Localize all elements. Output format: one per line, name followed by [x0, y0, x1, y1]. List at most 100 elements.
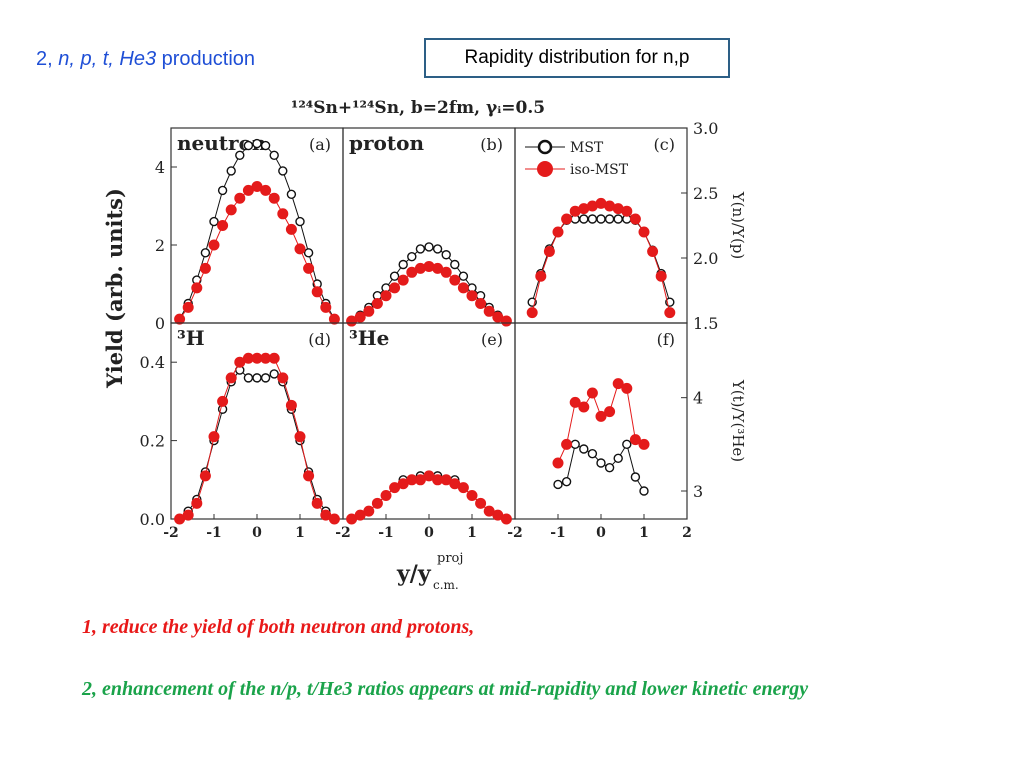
panel-f-xtick-label: -1 — [550, 525, 566, 541]
panel-b-name: proton — [349, 131, 424, 155]
panel-f-xtick-label: 0 — [596, 525, 606, 541]
panel-b-point-iso-mst — [475, 298, 487, 309]
panel-c-point-iso-mst — [647, 246, 659, 257]
panel-b-point-mst — [432, 244, 443, 254]
panel-f-point-iso-mst — [612, 378, 624, 390]
panel-f-point-iso-mst — [586, 387, 598, 399]
panel-f-point-mst — [596, 458, 606, 468]
panel-c-point-iso-mst — [655, 270, 667, 282]
panel-c-point-iso-mst — [526, 307, 538, 319]
slide-title: 2, n, p, t, He3 production — [36, 48, 255, 71]
panel-a-point-iso-mst — [294, 243, 306, 255]
panel-b-point-iso-mst — [440, 266, 452, 278]
panel-e-series-line — [351, 475, 507, 520]
panel-b-point-iso-mst — [500, 315, 512, 327]
panel-c-point-mst — [587, 214, 598, 224]
panel-a-point-mst — [269, 150, 279, 161]
panel-a-point-mst — [303, 248, 314, 258]
panel-e-label: (e) — [481, 330, 503, 349]
panel-d-ytick-label: 0.0 — [140, 510, 165, 529]
title-part-2: production — [156, 48, 256, 70]
panel-f-point-mst — [553, 479, 563, 490]
panel-c-point-iso-mst — [543, 246, 555, 257]
panel-f-point-mst — [579, 444, 589, 454]
panel-d-ytick-label: 0.2 — [140, 432, 165, 451]
legend-marker-mst — [537, 139, 553, 155]
panel-f-ytick-label: 4 — [693, 389, 703, 408]
panel-d-point-iso-mst — [191, 497, 203, 509]
panel-f-xtick-label: 2 — [682, 525, 692, 541]
panel-a-point-iso-mst — [225, 204, 237, 216]
panel-b-point-iso-mst — [483, 305, 495, 317]
panel-f-point-iso-mst — [638, 438, 650, 450]
panel-a-point-iso-mst — [217, 220, 229, 231]
panel-d-label: (d) — [308, 330, 331, 349]
panel-f-point-iso-mst — [578, 401, 590, 413]
panel-f-point-iso-mst — [595, 410, 607, 422]
rapidity-figure: ¹²⁴Sn+¹²⁴Sn, b=2fm, γᵢ=0.5(a)neutron024(… — [102, 98, 747, 592]
panel-f-label: (f) — [657, 330, 675, 349]
panel-f-point-mst — [639, 486, 649, 496]
panel-d-xtick-label: -1 — [206, 525, 222, 541]
panel-b-point-iso-mst — [457, 282, 469, 294]
panel-f-point-iso-mst — [604, 406, 616, 418]
panel-d-point-mst — [269, 369, 279, 379]
panel-c-ylabel: Y(n)/Y(p) — [729, 191, 747, 260]
panel-a-series-line — [179, 143, 335, 320]
panel-c-point-mst — [596, 214, 606, 224]
panel-c-point-iso-mst — [664, 307, 676, 319]
panel-f-point-iso-mst — [552, 457, 564, 469]
panel-b-label: (b) — [480, 135, 503, 154]
panel-e-frame — [342, 322, 516, 520]
panel-c-ytick-label: 3.0 — [693, 119, 718, 138]
panel-d-point-iso-mst — [182, 509, 194, 521]
panel-c-point-iso-mst — [629, 213, 641, 225]
panel-c-ytick-label: 1.5 — [693, 314, 718, 333]
panel-f-point-iso-mst — [561, 438, 573, 450]
panel-d-series-line — [179, 369, 335, 520]
panel-f-point-iso-mst — [569, 396, 581, 408]
panel-a-point-mst — [235, 150, 245, 161]
panel-a-point-mst — [278, 166, 288, 176]
panel-b-series-line — [351, 246, 507, 322]
panel-a-point-mst — [217, 185, 228, 196]
panel-d-ytick-label: 0.4 — [140, 353, 165, 372]
panel-f-series-line — [557, 382, 645, 464]
panel-d-frame — [170, 322, 344, 520]
panel-d-point-iso-mst — [285, 399, 297, 411]
panel-f-point-iso-mst — [629, 434, 641, 446]
panel-e-point-iso-mst — [457, 482, 469, 494]
panel-d-point-iso-mst — [294, 431, 306, 443]
panel-a-point-iso-mst — [234, 192, 246, 204]
panel-a-point-iso-mst — [260, 184, 272, 196]
panel-e-point-iso-mst — [380, 489, 392, 501]
panel-c-point-iso-mst — [621, 205, 633, 217]
panel-c-ytick-label: 2.0 — [693, 249, 718, 268]
panel-a-point-mst — [286, 189, 297, 200]
panel-c-frame — [514, 127, 688, 324]
panel-f-point-mst — [561, 476, 572, 487]
panel-e-xtick-label: -1 — [378, 525, 394, 541]
panel-d-point-mst — [243, 373, 254, 383]
panel-c-ytick-label: 2.5 — [693, 184, 718, 203]
panel-b-point-iso-mst — [371, 298, 383, 309]
panel-c-point-iso-mst — [552, 226, 564, 238]
panel-a-point-mst — [226, 166, 236, 176]
panel-f-point-iso-mst — [621, 382, 633, 394]
panel-d-point-iso-mst — [277, 372, 289, 384]
panel-f-point-mst — [570, 439, 580, 450]
figure-header: ¹²⁴Sn+¹²⁴Sn, b=2fm, γᵢ=0.5 — [291, 98, 545, 118]
panel-a-point-iso-mst — [191, 282, 203, 294]
panel-b-point-mst — [415, 244, 426, 254]
panel-d-point-iso-mst — [199, 470, 211, 482]
panel-f-point-mst — [604, 462, 615, 473]
panel-c-point-mst — [604, 214, 615, 224]
panel-b-point-iso-mst — [363, 305, 375, 317]
panel-a-point-iso-mst — [174, 313, 186, 325]
panel-b-point-iso-mst — [466, 290, 478, 302]
panel-b-point-iso-mst — [380, 290, 392, 302]
panel-d-point-mst — [252, 373, 262, 383]
panel-e-point-iso-mst — [363, 505, 375, 517]
panel-f-point-mst — [587, 448, 598, 459]
legend-label: MST — [570, 140, 604, 156]
